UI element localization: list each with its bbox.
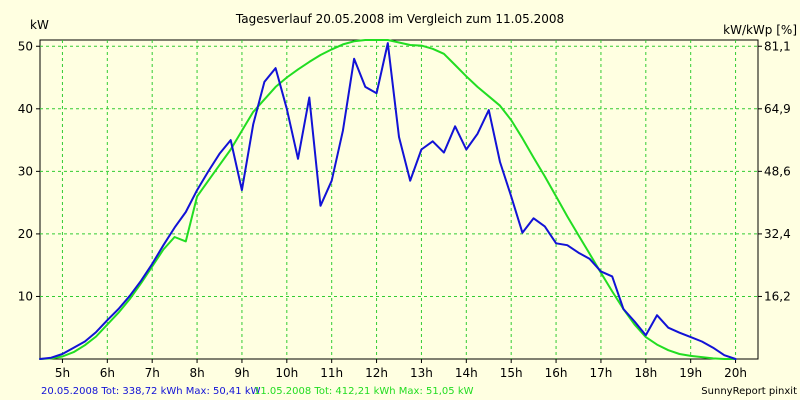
x-tick-label: 8h bbox=[189, 366, 204, 380]
x-tick-label: 10h bbox=[275, 366, 298, 380]
y-axis-label-right: kW/kWp [%] bbox=[723, 23, 797, 37]
y-tick-label-right: 81,1 bbox=[764, 39, 791, 53]
plot-area bbox=[39, 39, 759, 360]
x-tick-label: 7h bbox=[145, 366, 160, 380]
y-tick-label-left: 50 bbox=[18, 39, 33, 53]
x-tick-label: 9h bbox=[234, 366, 249, 380]
y-tick-label-right: 32,4 bbox=[764, 227, 791, 241]
footer-series2-summary: 11.05.2008 Tot: 412,21 kWh Max: 51,05 kW bbox=[254, 386, 474, 397]
x-tick-label: 18h bbox=[634, 366, 657, 380]
x-tick-label: 5h bbox=[55, 366, 70, 380]
y-tick-label-left: 20 bbox=[18, 227, 33, 241]
x-tick-label: 14h bbox=[455, 366, 478, 380]
y-tick-label-right: 48,6 bbox=[764, 164, 791, 178]
footer-credit: SunnyReport pinxit bbox=[701, 386, 797, 397]
y-tick-label-left: 40 bbox=[18, 102, 33, 116]
x-tick-label: 11h bbox=[320, 366, 343, 380]
series-lines bbox=[39, 39, 737, 360]
x-tick-label: 16h bbox=[545, 366, 568, 380]
x-tick-label: 12h bbox=[365, 366, 388, 380]
y-tick-label-right: 16,2 bbox=[764, 289, 791, 303]
series-line-1 bbox=[39, 42, 737, 360]
y-tick-label-right: 64,9 bbox=[764, 102, 791, 116]
x-tick-label: 15h bbox=[500, 366, 523, 380]
x-tick-label: 20h bbox=[724, 366, 747, 380]
x-tick-label: 19h bbox=[679, 366, 702, 380]
footer-series1-summary: 20.05.2008 Tot: 338,72 kWh Max: 50,41 kW bbox=[41, 386, 261, 397]
x-tick-label: 6h bbox=[100, 366, 115, 380]
grid-lines bbox=[40, 40, 758, 359]
y-tick-label-left: 10 bbox=[18, 289, 33, 303]
x-tick-label: 17h bbox=[590, 366, 613, 380]
y-tick-label-left: 30 bbox=[18, 164, 33, 178]
y-axis-label-left: kW bbox=[30, 18, 49, 32]
chart-title: Tagesverlauf 20.05.2008 im Vergleich zum… bbox=[235, 12, 564, 26]
x-tick-label: 13h bbox=[410, 366, 433, 380]
series-line-2 bbox=[39, 39, 737, 360]
axis-ticks: 5h 6h 7h 8h 9h 10h 11h 12h 13h 14h 15h 16h 17h 18h 19h… bbox=[18, 39, 791, 380]
